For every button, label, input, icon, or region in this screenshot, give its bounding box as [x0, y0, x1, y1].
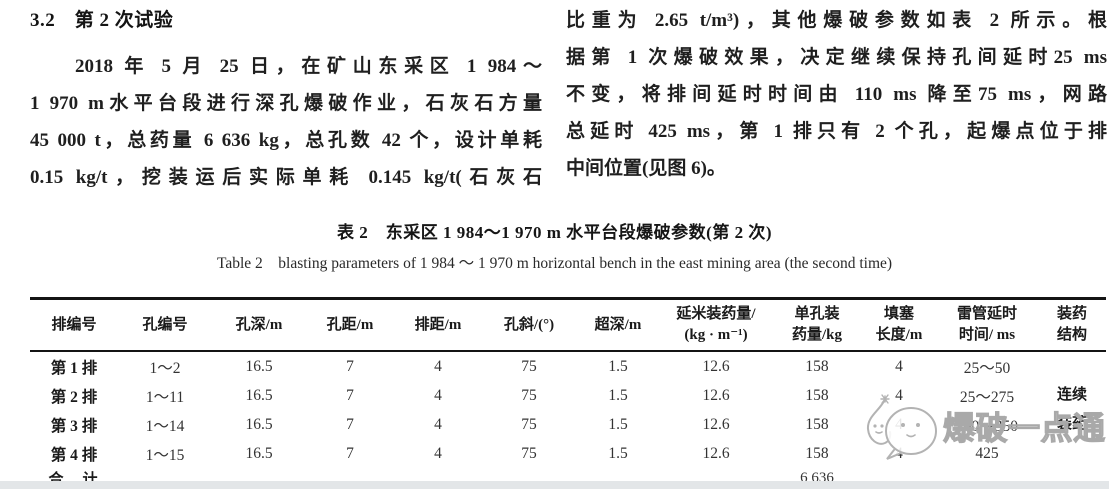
table-cell: 16.5 [245, 386, 273, 404]
table-cell: 12.6 [702, 357, 730, 375]
table-cell: 16.5 [245, 415, 273, 433]
table-cell: 第 3 排 [50, 417, 98, 435]
table-cell: 7 [346, 357, 354, 375]
table-cell: 425 [975, 444, 999, 462]
table-cell: 16.5 [245, 357, 273, 375]
table-cell: 7 [346, 444, 354, 462]
article-left-column: 3.2 第 2 次试验 2018 年 5 月 25 日，在矿山东采区 1 984… [30, 6, 542, 196]
table-row: 第 4 排 1～15 16.5 7 4 75 1.5 12.6 158 4 425 [30, 439, 1106, 468]
table-cell: 158 [805, 357, 829, 375]
charge-structure-cell: 连续 装药 [1056, 387, 1087, 432]
table-cell: 4 [434, 415, 442, 433]
table-cell: 75 [521, 386, 537, 404]
paragraph-line: 45 000 t，总药量 6 636 kg，总孔数 42 个，设计单耗 [30, 130, 542, 151]
paragraph-line: 2018 年 5 月 25 日，在矿山东采区 1 984～ [75, 56, 542, 77]
table-cell: 7 [346, 386, 354, 404]
article-right-column: 比重为 2.65 t/m³)，其他爆破参数如表 2 所示。根 据第 1 次爆破效… [566, 2, 1107, 187]
table-cell: 第 2 排 [50, 388, 98, 406]
table-cell: 158 [805, 415, 829, 433]
column-header: 延米装药量/(kg · m⁻¹) [676, 306, 756, 343]
paragraph-line: 1 970 m水平台段进行深孔爆破作业，石灰石方量 [30, 93, 542, 114]
column-header: 单孔装 药量/kg [791, 306, 842, 343]
column-header: 孔距/m [326, 316, 374, 333]
paragraph-line: 不变，将排间延时时间由 110 ms 降至75 ms，网路 [566, 84, 1107, 105]
table-cell: 25～275 [959, 388, 1015, 406]
paragraph-line: 0.15 kg/t，挖装运后实际单耗 0.145 kg/t(石灰石 [30, 167, 542, 188]
table-cell: 158 [805, 386, 829, 404]
table-cell: 1～2 [149, 359, 181, 377]
table-cell: 4 [434, 386, 442, 404]
table-cell: 100～350 [955, 417, 1018, 435]
column-header: 雷管延时 时间/ ms [956, 306, 1017, 343]
paragraph-line: 据第 1 次爆破效果，决定继续保持孔间延时25 ms [566, 47, 1107, 68]
column-header: 超深/m [594, 316, 642, 333]
table-cell: 1～11 [145, 388, 185, 406]
table-row: 第 1 排 1～2 16.5 7 4 75 1.5 12.6 158 4 25～50 连续 装药 [30, 351, 1106, 433]
column-header: 排编号 [51, 316, 97, 333]
table-cell: 4 [434, 357, 442, 375]
section-heading: 3.2 第 2 次试验 [30, 10, 174, 31]
table-cell: 4 [895, 444, 903, 462]
column-header: 装药 结构 [1056, 306, 1087, 343]
column-header: 孔斜/(°) [503, 316, 555, 333]
table-cell: 75 [521, 357, 537, 375]
column-header: 孔深/m [235, 316, 283, 333]
paragraph-line: 总延时 425 ms，第 1 排只有 2 个孔，起爆点位于排 [566, 121, 1107, 142]
table-cell: 12.6 [702, 415, 730, 433]
table-cell: 第 1 排 [50, 359, 98, 377]
table-body: 第 1 排 1～2 16.5 7 4 75 1.5 12.6 158 4 25～50 连续 装药第 2 … [30, 351, 1106, 489]
table-caption-en: Table 2 blasting parameters of 1 984 ～ 1… [216, 255, 893, 272]
table-cell: 1.5 [608, 444, 628, 462]
table-cell: 1～15 [145, 446, 185, 464]
table-cell: 75 [521, 415, 537, 433]
table-row: 第 2 排 1～11 16.5 7 4 75 1.5 12.6 158 4 25～275 [30, 381, 1106, 410]
table-cell: 4 [895, 386, 903, 404]
table-cell: 1～14 [145, 417, 185, 435]
table-cell: 1.5 [608, 386, 628, 404]
table-cell: 1.5 [608, 357, 628, 375]
table-cell: 158 [805, 444, 829, 462]
table-row: 第 3 排 1～14 16.5 7 4 75 1.5 12.6 158 4 100～350 [30, 410, 1106, 439]
table-cell: 1.5 [608, 415, 628, 433]
table-cell: 4 [895, 357, 903, 375]
paragraph-line: 中间位置(见图 6)。 [566, 158, 726, 179]
table-cell: 7 [346, 415, 354, 433]
column-header: 孔编号 [142, 316, 188, 333]
bottom-edge-strip [0, 481, 1109, 489]
table-cell: 第 4 排 [50, 446, 98, 464]
table-cell: 25～50 [963, 359, 1011, 377]
blasting-parameters-table: 排编号 孔编号 孔深/m 孔距/m 排距/m 孔斜/(°) 超深/m 延米装药量… [30, 297, 1106, 489]
column-header: 排距/m [414, 316, 462, 333]
table-cell: 12.6 [702, 386, 730, 404]
table-cell: 12.6 [702, 444, 730, 462]
table-header-row: 排编号 孔编号 孔深/m 孔距/m 排距/m 孔斜/(°) 超深/m 延米装药量… [30, 299, 1106, 351]
table-caption-zh: 表 2 东采区 1 984～1 970 m 水平台段爆破参数(第 2 次) [337, 223, 772, 242]
table-cell: 4 [895, 415, 903, 433]
table-cell: 75 [521, 444, 537, 462]
paragraph-line: 比重为 2.65 t/m³)，其他爆破参数如表 2 所示。根 [566, 10, 1107, 31]
column-header: 填塞 长度/m [875, 306, 923, 343]
table-cell: 16.5 [245, 444, 273, 462]
table-cell: 4 [434, 444, 442, 462]
